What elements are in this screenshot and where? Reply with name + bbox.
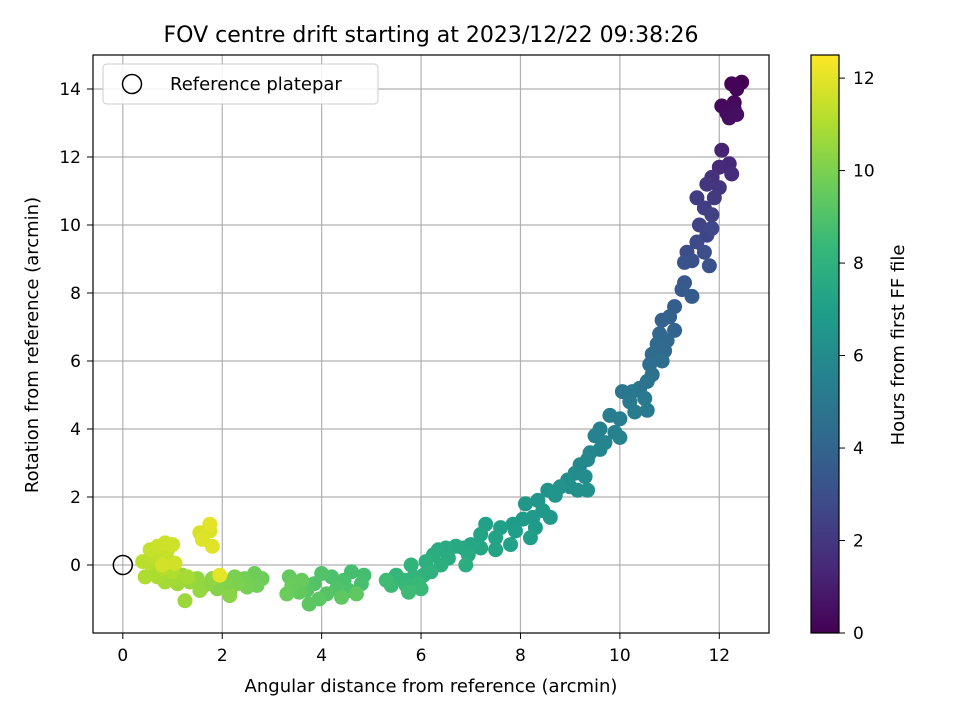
x-tick-label: 6 — [416, 646, 427, 666]
colorbar-ticks: 0 2 4 6 8 10 12 — [839, 69, 875, 644]
data-point — [714, 142, 730, 158]
data-point — [179, 569, 195, 585]
data-point — [301, 596, 317, 612]
x-tick-label: 10 — [609, 646, 631, 666]
data-point — [177, 593, 193, 609]
colorbar — [810, 54, 840, 634]
x-axis-label: Angular distance from reference (arcmin) — [245, 676, 618, 697]
data-point — [701, 258, 717, 274]
data-point — [401, 584, 417, 600]
colorbar-label: Hours from first FF file — [888, 245, 909, 446]
data-point — [488, 542, 504, 558]
data-point — [729, 81, 745, 97]
data-point — [684, 288, 700, 304]
x-tick-label: 4 — [316, 646, 327, 666]
y-tick-label: 8 — [70, 284, 81, 304]
y-axis-ticks: 0 2 4 6 8 10 12 14 — [59, 80, 93, 576]
data-point — [706, 190, 722, 206]
data-point — [696, 244, 712, 260]
data-point — [202, 516, 218, 532]
data-point — [612, 430, 628, 445]
data-point — [503, 537, 519, 553]
scatter-points — [135, 74, 750, 612]
data-point — [378, 572, 394, 588]
data-point — [137, 569, 153, 585]
colorbar-tick-label: 8 — [853, 254, 864, 274]
data-point — [721, 110, 737, 126]
y-axis-label: Rotation from reference (arcmin) — [22, 197, 43, 493]
data-point — [570, 482, 586, 498]
x-tick-label: 0 — [117, 646, 128, 666]
data-point — [547, 487, 563, 503]
data-point — [508, 523, 523, 539]
reference-platepar-marker — [112, 554, 134, 576]
data-point — [334, 589, 350, 605]
y-tick-label: 6 — [70, 352, 81, 372]
x-tick-label: 2 — [217, 646, 228, 666]
colorbar-tick-label: 10 — [853, 162, 875, 182]
plot-frame — [92, 54, 770, 634]
y-tick-label: 4 — [70, 420, 81, 440]
data-point — [654, 353, 670, 369]
data-point — [724, 166, 740, 182]
data-point — [403, 557, 419, 573]
colorbar-tick-label: 0 — [853, 624, 864, 644]
y-tick-label: 2 — [70, 488, 81, 508]
colorbar-tick-label: 6 — [853, 347, 864, 367]
data-point — [704, 207, 720, 223]
x-tick-label: 12 — [708, 646, 730, 666]
data-point — [212, 567, 228, 583]
data-point — [522, 530, 538, 546]
data-point — [517, 496, 533, 512]
data-point — [577, 469, 593, 485]
data-point — [204, 538, 220, 554]
chart-title: FOV centre drift starting at 2023/12/22 … — [164, 23, 699, 48]
data-point — [704, 220, 720, 236]
data-point — [612, 411, 628, 427]
y-tick-label: 10 — [59, 216, 81, 236]
y-tick-label: 12 — [59, 148, 81, 168]
data-point — [699, 176, 715, 192]
x-axis-ticks: 0 2 4 6 8 10 12 — [117, 633, 730, 666]
data-point — [222, 588, 238, 604]
legend: Reference platepar — [102, 63, 379, 105]
data-point — [157, 535, 173, 551]
data-point — [413, 581, 429, 597]
legend-label: Reference platepar — [170, 74, 342, 95]
legend-box — [102, 63, 379, 105]
data-point — [639, 402, 655, 418]
data-point — [637, 390, 653, 406]
data-point — [677, 254, 692, 270]
grid-lines — [93, 55, 769, 633]
data-point — [627, 404, 643, 420]
y-tick-label: 0 — [70, 556, 81, 576]
colorbar-tick-label: 12 — [853, 69, 875, 89]
data-point — [458, 557, 474, 573]
data-point — [488, 530, 504, 546]
data-point — [279, 586, 295, 602]
data-point — [542, 509, 558, 525]
data-point — [473, 526, 489, 542]
y-tick-label: 14 — [59, 80, 81, 100]
data-point — [192, 583, 208, 598]
data-point — [654, 312, 670, 328]
colorbar-tick-label: 4 — [853, 439, 864, 459]
colorbar-tick-label: 2 — [853, 532, 864, 552]
legend-marker — [121, 73, 143, 95]
data-point — [155, 557, 171, 573]
data-point — [348, 586, 364, 602]
x-tick-label: 8 — [515, 646, 526, 666]
data-point — [167, 555, 183, 571]
data-point — [135, 554, 151, 570]
